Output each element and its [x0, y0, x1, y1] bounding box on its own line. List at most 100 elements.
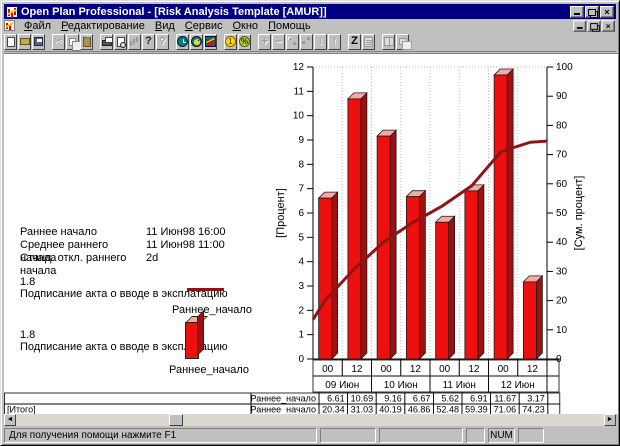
row-left-cell — [4, 403, 252, 414]
chart-text: 11 — [294, 86, 305, 97]
cascade-window-button[interactable] — [396, 33, 412, 50]
status-help-text: Для получения помощи нажмите F1 — [4, 428, 317, 443]
status-panel — [518, 428, 544, 443]
bar-side — [535, 274, 543, 360]
chart-text: 3 — [298, 281, 304, 292]
legend-line-block: 1.8 Подписание акта о вводе в эксплатаци… — [20, 276, 228, 300]
scroll-right-arrow[interactable]: ► — [604, 414, 616, 426]
cost-button[interactable] — [224, 33, 237, 50]
stat-label: Станд. откл. раннего начала — [20, 252, 127, 277]
window-title: Open Plan Professional - [Risk Analysis … — [21, 5, 327, 18]
unlink-icon — [302, 37, 311, 46]
save-disk-icon — [34, 37, 43, 46]
horizontal-scrollbar[interactable]: ◄ ► — [4, 414, 616, 426]
chart-text: 80 — [556, 120, 568, 131]
split-window-button[interactable] — [382, 33, 395, 50]
levels-button[interactable] — [128, 33, 141, 50]
minimize-button[interactable] — [570, 5, 584, 18]
new-document-icon — [6, 36, 15, 47]
chart-text: 70 — [556, 150, 568, 161]
percent-icon — [239, 36, 250, 47]
plus-icon — [261, 37, 268, 47]
menu-window[interactable]: Окно — [232, 19, 259, 32]
bird-icon — [191, 36, 202, 47]
copy-button[interactable] — [66, 33, 81, 51]
date-cell-extra — [546, 375, 560, 393]
sort-z-icon — [351, 37, 358, 46]
chart-text: 100 — [556, 62, 573, 73]
chart-text: 10 — [556, 325, 568, 336]
chart-text: 0 — [298, 354, 304, 365]
stat-value: 2d — [146, 252, 159, 264]
chart-text: [Процент] — [275, 188, 287, 238]
stat-row: Раннее начало 11 Июн98 16:00 — [20, 226, 226, 239]
remove-button[interactable] — [272, 33, 285, 50]
print-button[interactable] — [100, 33, 113, 50]
menu-help[interactable]: Помощь — [268, 19, 311, 32]
legend-task: Подписание акта о вводе в эксплатацию — [20, 341, 228, 353]
risk-histogram-button[interactable] — [204, 33, 217, 50]
context-help-button[interactable] — [156, 33, 169, 50]
help-button[interactable] — [142, 33, 155, 50]
cut-button[interactable] — [52, 33, 65, 50]
bar-side — [506, 68, 514, 360]
chart-text: 11.67 — [494, 394, 516, 404]
chart-text: 5 — [298, 232, 304, 243]
chart-text: 59.39 — [465, 405, 488, 415]
statistics-block: Раннее начало 11 Июн98 16:00 Среднее ранне… — [20, 226, 226, 277]
menu-view[interactable]: Вид — [154, 19, 175, 32]
add-button[interactable] — [258, 33, 271, 50]
paste-button[interactable] — [80, 33, 93, 50]
bar-side — [389, 129, 397, 360]
move-down-button[interactable] — [314, 33, 327, 50]
menu-tools[interactable]: Сервис — [184, 19, 223, 32]
clock-icon — [177, 36, 188, 47]
bar-side — [448, 215, 456, 360]
chart-text: 20.34 — [322, 405, 345, 415]
unlink-button[interactable] — [300, 33, 313, 50]
title-bar: Open Plan Professional - [Risk Analysis … — [4, 4, 616, 19]
bar — [464, 190, 479, 360]
time-analysis-button[interactable] — [176, 33, 189, 50]
open-folder-icon — [19, 38, 30, 45]
child-restore-button[interactable] — [587, 19, 601, 32]
chart-text: 12 Июн — [501, 380, 535, 391]
chart-text: 90 — [556, 91, 568, 102]
status-panel — [320, 428, 376, 443]
child-minimize-button[interactable] — [573, 19, 587, 32]
sort-button[interactable] — [348, 33, 361, 50]
num-lock-indicator: NUM — [488, 428, 515, 443]
chart-text: 00 — [498, 364, 510, 375]
risk-histogram-chart: 01234567891011120102030405060708090100[П… — [4, 62, 585, 415]
coin-icon — [225, 36, 236, 47]
chart-text: 6.67 — [413, 394, 431, 404]
menu-edit[interactable]: Редактирование — [61, 19, 145, 32]
scrollbar-thumb[interactable] — [169, 414, 183, 426]
save-button[interactable] — [32, 33, 45, 50]
resource-button[interactable] — [190, 33, 203, 50]
new-button[interactable] — [4, 33, 17, 50]
notes-button[interactable] — [362, 33, 375, 50]
move-up-button[interactable] — [328, 33, 341, 50]
document-chart-icon — [4, 20, 15, 31]
chart-text: 46.86 — [408, 405, 431, 415]
restore-button[interactable] — [585, 5, 599, 18]
chart-text: 4 — [298, 257, 304, 268]
percent-complete-button[interactable] — [238, 33, 251, 50]
chart-text: 31.03 — [351, 405, 374, 415]
bar-side — [331, 191, 339, 360]
chart-text: 10 — [293, 111, 305, 122]
link-button[interactable] — [286, 33, 299, 50]
open-button[interactable] — [18, 33, 31, 50]
close-button[interactable]: × — [600, 5, 614, 18]
row-left-cell — [4, 392, 252, 405]
child-close-button[interactable]: × — [601, 19, 615, 32]
scroll-left-arrow[interactable]: ◄ — [4, 414, 16, 426]
print-preview-button[interactable] — [114, 33, 127, 50]
stat-row: Станд. откл. раннего начала 2d — [20, 252, 226, 277]
chart-text: 3.17 — [527, 394, 545, 404]
menu-file[interactable]: Файл — [24, 19, 52, 32]
legend-value: 1.8 — [20, 329, 36, 341]
chart-text: 71.06 — [494, 405, 517, 415]
risk-analysis-chart-panel: Раннее начало 11 Июн98 16:00 Среднее ранне… — [4, 53, 618, 414]
